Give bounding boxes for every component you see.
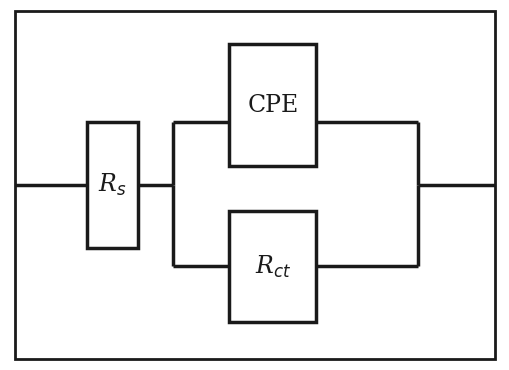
Bar: [229, 44, 316, 166]
Text: CPE: CPE: [247, 94, 298, 117]
Bar: [87, 122, 137, 248]
Text: R$_{ct}$: R$_{ct}$: [254, 253, 291, 279]
Bar: [229, 211, 316, 322]
Text: R$_s$: R$_s$: [98, 172, 126, 198]
